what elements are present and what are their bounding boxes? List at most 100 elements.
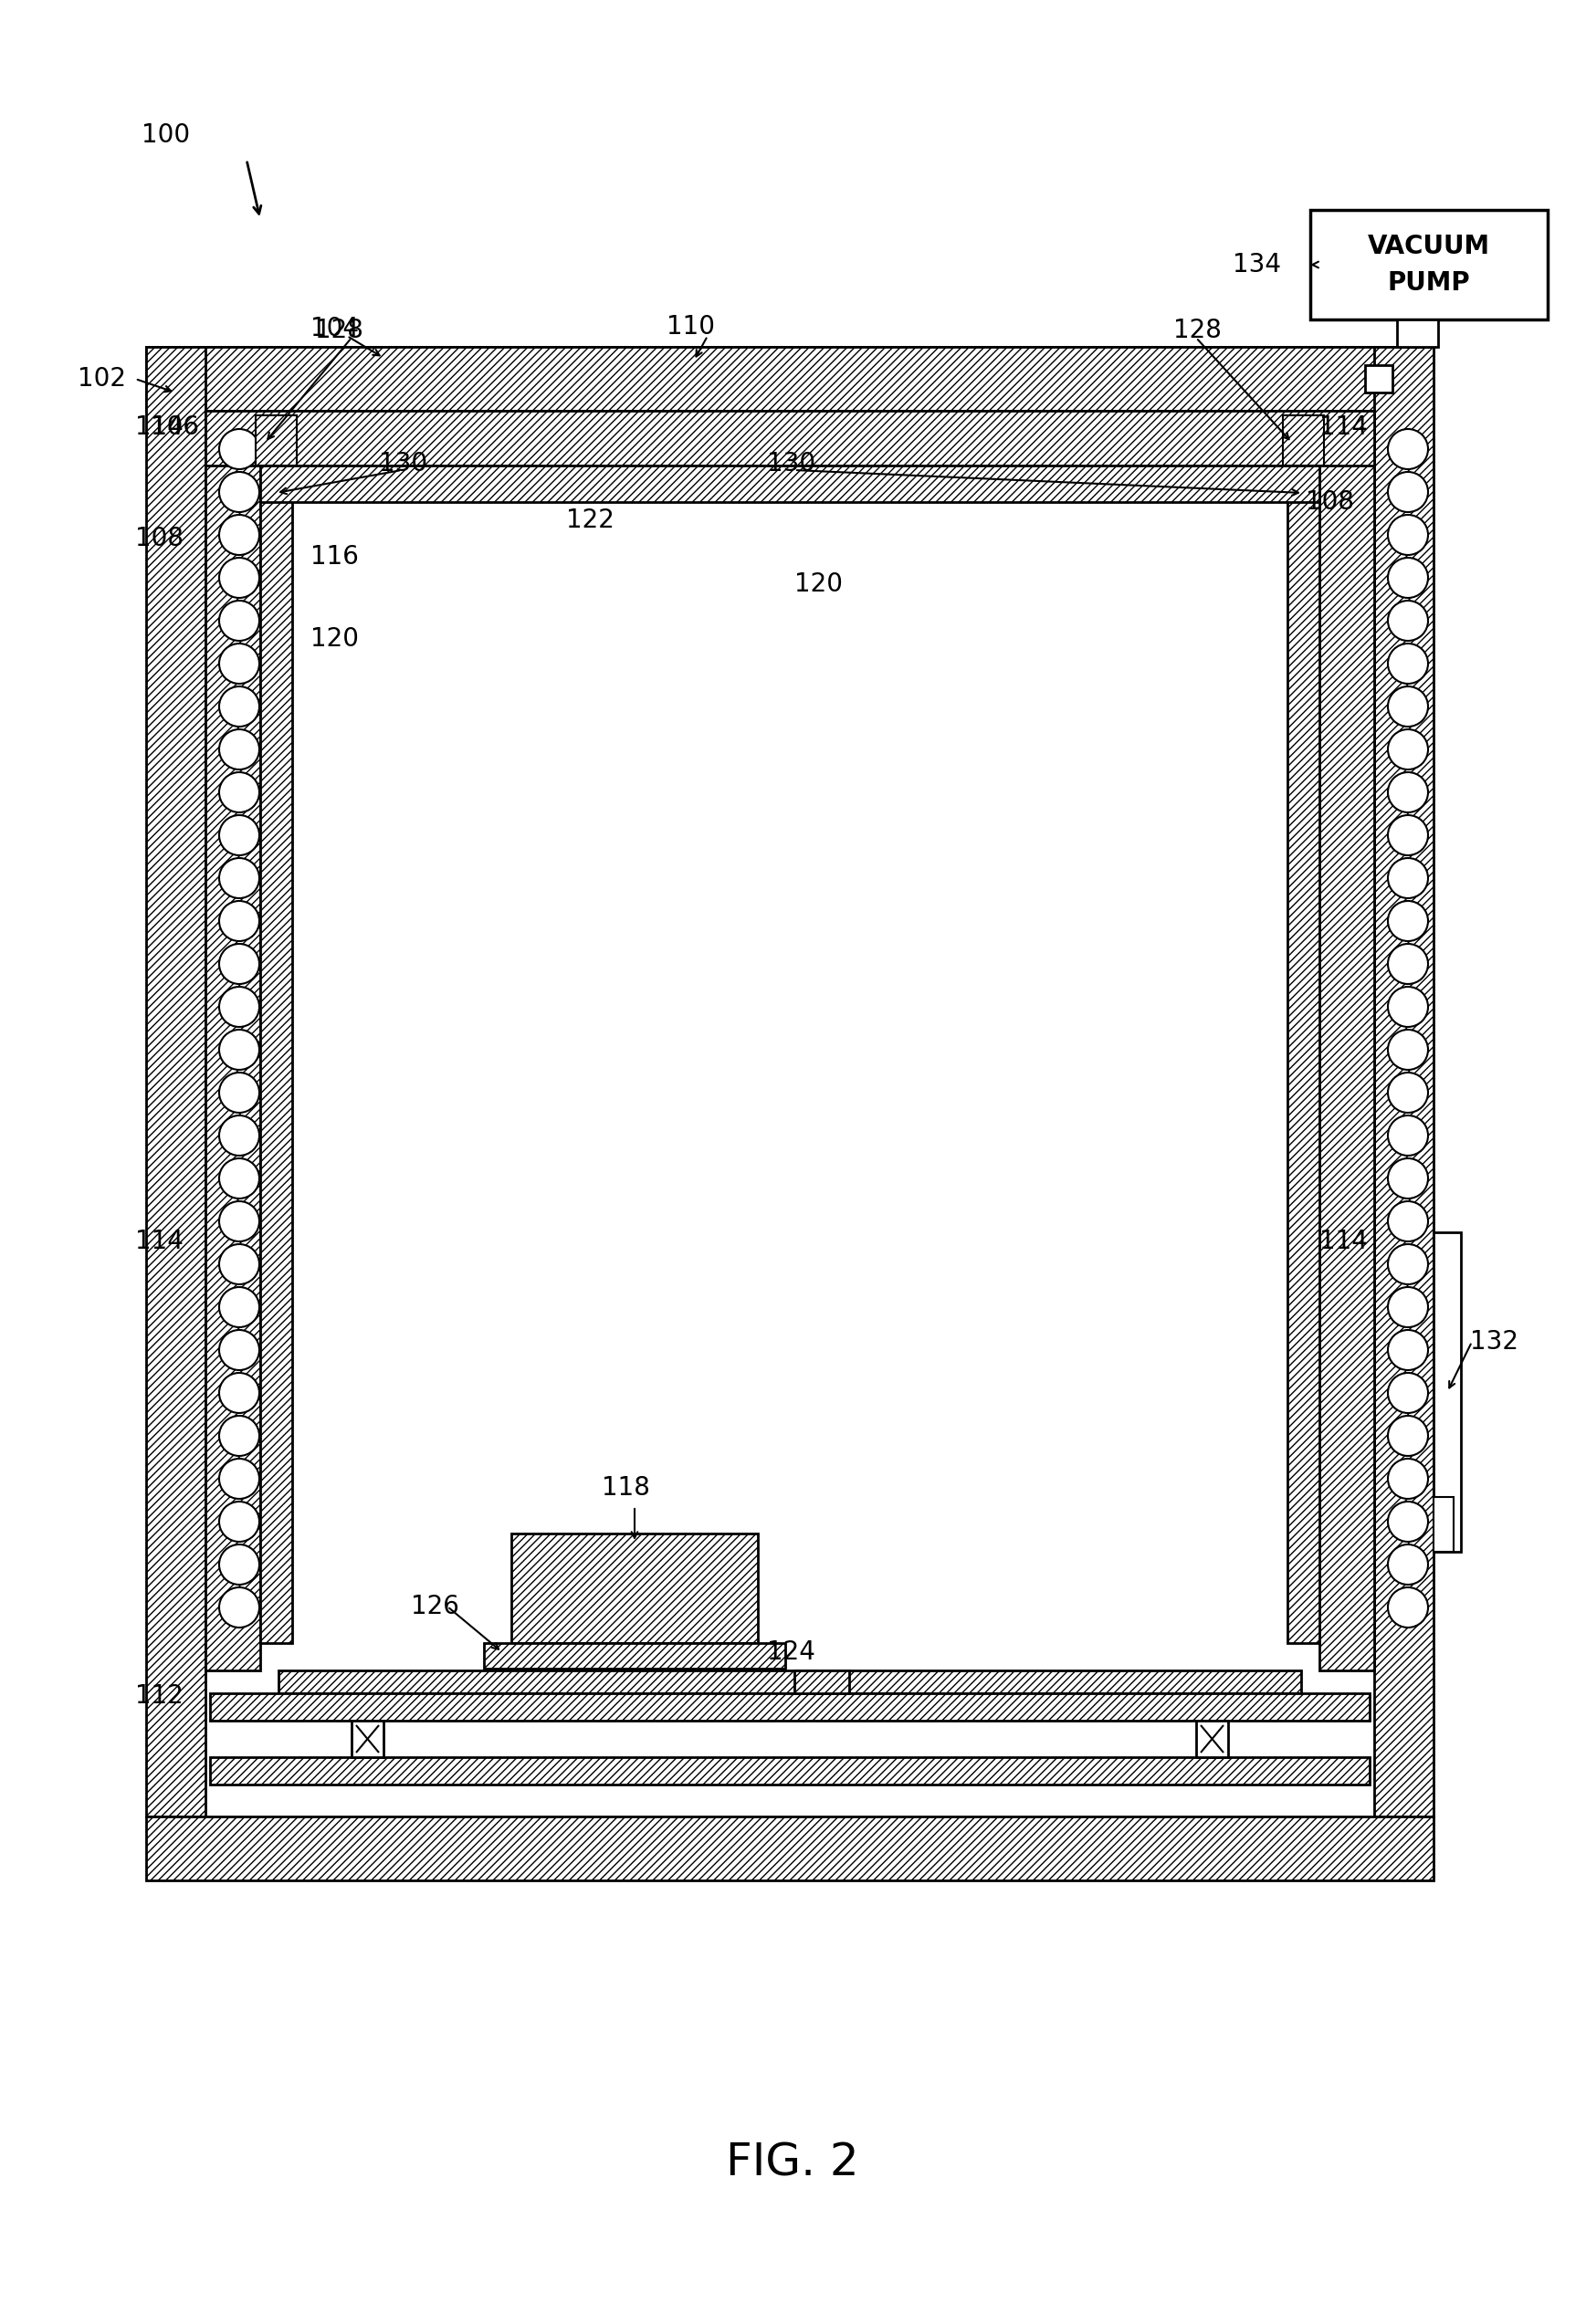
- Circle shape: [1388, 430, 1427, 469]
- Circle shape: [1388, 902, 1427, 941]
- Circle shape: [219, 1373, 260, 1413]
- Text: 114: 114: [135, 1229, 184, 1255]
- Bar: [1434, 1232, 1461, 1552]
- Bar: [146, 346, 206, 1817]
- Bar: [1288, 465, 1320, 1643]
- Circle shape: [1388, 1074, 1427, 1113]
- Bar: [146, 1817, 1434, 1880]
- Text: 116: 116: [311, 544, 358, 569]
- Text: 104: 104: [311, 316, 358, 342]
- Circle shape: [1388, 1243, 1427, 1285]
- Circle shape: [1388, 1202, 1427, 1241]
- Circle shape: [1388, 988, 1427, 1027]
- Text: 128: 128: [316, 318, 363, 344]
- Text: 110: 110: [666, 314, 715, 339]
- Circle shape: [1388, 1373, 1427, 1413]
- Circle shape: [1388, 944, 1427, 983]
- Circle shape: [1388, 686, 1427, 727]
- Bar: [206, 411, 1373, 465]
- Text: 132: 132: [1470, 1329, 1518, 1355]
- Text: 126: 126: [411, 1594, 460, 1620]
- Bar: [206, 411, 260, 1671]
- Circle shape: [219, 1030, 260, 1069]
- Bar: [209, 1694, 1370, 1720]
- Text: 114: 114: [1320, 414, 1367, 439]
- Bar: [511, 1534, 758, 1643]
- Bar: [255, 416, 297, 465]
- Bar: [1196, 1720, 1228, 1757]
- Bar: [1434, 1497, 1454, 1552]
- Bar: [146, 346, 1373, 411]
- Circle shape: [219, 686, 260, 727]
- Text: 120: 120: [311, 625, 358, 651]
- Circle shape: [1388, 1587, 1427, 1627]
- Text: 108: 108: [1305, 490, 1354, 516]
- Text: 124: 124: [768, 1638, 815, 1664]
- Text: 128: 128: [1174, 318, 1221, 344]
- Circle shape: [1388, 1501, 1427, 1541]
- Text: 102: 102: [78, 367, 125, 390]
- Circle shape: [1388, 1329, 1427, 1371]
- Circle shape: [1388, 730, 1427, 769]
- Circle shape: [1388, 772, 1427, 813]
- Circle shape: [219, 902, 260, 941]
- Circle shape: [219, 1329, 260, 1371]
- Bar: [146, 346, 1434, 411]
- Text: 100: 100: [141, 123, 190, 149]
- Text: 114: 114: [135, 414, 184, 439]
- Circle shape: [219, 772, 260, 813]
- Circle shape: [219, 988, 260, 1027]
- Text: 130: 130: [379, 451, 428, 476]
- Text: 134: 134: [1232, 251, 1281, 277]
- Text: 108: 108: [135, 525, 184, 551]
- Text: VACUUM: VACUUM: [1367, 235, 1491, 260]
- Circle shape: [1388, 858, 1427, 897]
- Bar: [1397, 318, 1439, 346]
- Circle shape: [1388, 1415, 1427, 1455]
- Text: FIG. 2: FIG. 2: [726, 2140, 860, 2185]
- Circle shape: [219, 1501, 260, 1541]
- Circle shape: [1388, 1459, 1427, 1499]
- Bar: [1366, 365, 1393, 393]
- Circle shape: [219, 730, 260, 769]
- Bar: [1373, 346, 1434, 1817]
- Bar: [484, 1643, 785, 1669]
- Circle shape: [219, 1243, 260, 1285]
- Bar: [279, 1671, 1301, 1694]
- Text: 114: 114: [1320, 1229, 1367, 1255]
- Bar: [260, 465, 1320, 502]
- Circle shape: [1388, 1030, 1427, 1069]
- Text: 106: 106: [151, 414, 200, 439]
- Bar: [1310, 209, 1548, 318]
- Circle shape: [219, 1157, 260, 1199]
- Circle shape: [219, 558, 260, 597]
- Bar: [352, 1720, 384, 1757]
- Bar: [795, 1671, 849, 1694]
- Circle shape: [219, 644, 260, 683]
- Circle shape: [1388, 816, 1427, 855]
- Circle shape: [1388, 558, 1427, 597]
- Text: 118: 118: [601, 1476, 650, 1501]
- Circle shape: [219, 430, 260, 469]
- Circle shape: [219, 600, 260, 641]
- Circle shape: [1388, 1157, 1427, 1199]
- Circle shape: [1388, 472, 1427, 511]
- Bar: [1320, 411, 1373, 1671]
- Circle shape: [219, 1545, 260, 1585]
- Circle shape: [219, 472, 260, 511]
- Circle shape: [1388, 1116, 1427, 1155]
- Text: 112: 112: [135, 1683, 184, 1708]
- Circle shape: [219, 1202, 260, 1241]
- Circle shape: [219, 1415, 260, 1455]
- Circle shape: [219, 1116, 260, 1155]
- Circle shape: [1388, 600, 1427, 641]
- Text: PUMP: PUMP: [1388, 270, 1470, 295]
- Circle shape: [219, 516, 260, 555]
- Circle shape: [1388, 1545, 1427, 1585]
- Bar: [260, 465, 292, 1643]
- Bar: [209, 1757, 1370, 1785]
- Circle shape: [219, 858, 260, 897]
- Circle shape: [219, 1587, 260, 1627]
- Bar: [1283, 416, 1324, 465]
- Text: 120: 120: [795, 572, 842, 597]
